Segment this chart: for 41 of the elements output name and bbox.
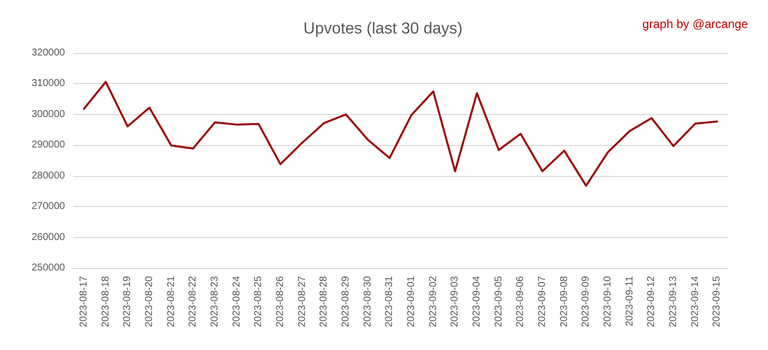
y-tick-label: 290000 bbox=[32, 140, 66, 151]
x-tick-label: 2023-09-07 bbox=[536, 276, 548, 328]
x-tick-label: 2023-09-12 bbox=[646, 276, 658, 328]
x-tick-label: 2023-09-11 bbox=[624, 276, 636, 326]
x-tick-label: 2023-09-10 bbox=[602, 276, 614, 328]
x-tick-label: 2023-08-30 bbox=[362, 276, 374, 328]
x-tick-label: 2023-08-20 bbox=[144, 276, 155, 328]
chart-title: Upvotes (last 30 days) bbox=[303, 20, 463, 38]
y-tick-label: 300000 bbox=[32, 108, 66, 120]
x-tick-label: 2023-08-22 bbox=[188, 276, 199, 328]
x-tick-label: 2023-08-25 bbox=[253, 276, 264, 328]
x-tick-label: 2023-08-24 bbox=[231, 276, 242, 328]
x-tick-label: 2023-09-06 bbox=[515, 276, 526, 328]
y-tick-label: 310000 bbox=[32, 78, 66, 90]
x-tick-label: 2023-08-18 bbox=[100, 276, 112, 328]
x-tick-label: 2023-09-09 bbox=[580, 276, 592, 328]
x-tick-label: 2023-08-26 bbox=[274, 276, 286, 328]
y-tick-label: 260000 bbox=[32, 232, 66, 243]
y-tick-label: 250000 bbox=[32, 262, 66, 274]
x-tick-label: 2023-08-28 bbox=[318, 276, 330, 328]
x-tick-label: 2023-09-04 bbox=[471, 276, 482, 328]
x-tick-label: 2023-09-03 bbox=[450, 276, 461, 328]
x-tick-label: 2023-09-15 bbox=[712, 276, 723, 328]
x-tick-label: 2023-08-27 bbox=[296, 276, 308, 328]
x-tick-label: 2023-09-14 bbox=[690, 276, 701, 328]
x-tick-label: 2023-08-21 bbox=[166, 276, 177, 328]
y-tick-label: 270000 bbox=[32, 201, 66, 212]
x-tick-label: 2023-08-17 bbox=[78, 276, 90, 328]
x-tick-label: 2023-09-05 bbox=[493, 276, 504, 328]
text: graph by @arcange bbox=[642, 17, 748, 31]
y-tick-label: 320000 bbox=[32, 48, 66, 58]
x-tick-label: 2023-09-02 bbox=[428, 276, 439, 328]
line-series bbox=[82, 80, 718, 187]
x-tick-label: 2023-09-08 bbox=[558, 276, 570, 328]
y-tick-label: 280000 bbox=[32, 170, 66, 182]
x-tick-label: 2023-08-29 bbox=[340, 276, 352, 328]
x-tick-label: 2023-08-23 bbox=[209, 276, 220, 328]
x-tick-label: 2023-09-01 bbox=[406, 276, 417, 328]
x-tick-label: 2023-09-13 bbox=[668, 276, 679, 328]
x-tick-label: 2023-08-31 bbox=[384, 276, 396, 328]
x-tick-label: 2023-08-19 bbox=[122, 276, 134, 328]
